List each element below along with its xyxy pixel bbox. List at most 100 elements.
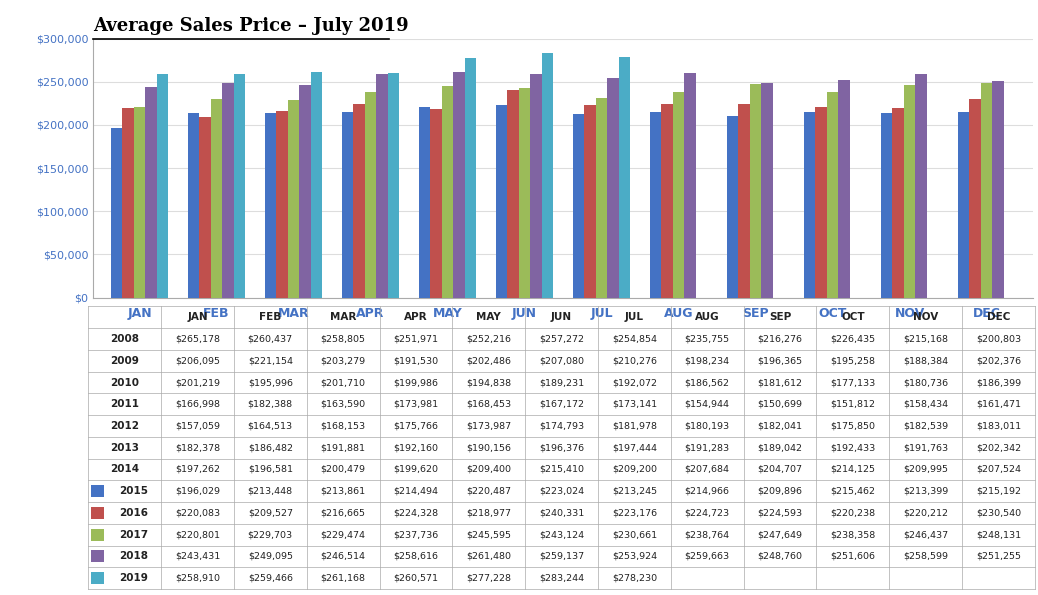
Text: $245,595: $245,595 [466,530,512,539]
Text: 2011: 2011 [110,399,139,409]
Text: $253,924: $253,924 [611,552,657,561]
Text: $220,212: $220,212 [903,509,948,518]
Text: $209,200: $209,200 [611,465,657,474]
Text: $215,192: $215,192 [976,487,1021,496]
Bar [454,72,465,298]
Text: $186,562: $186,562 [685,378,730,387]
Bar [111,129,122,298]
Text: $216,665: $216,665 [321,509,365,518]
Text: $194,838: $194,838 [466,378,512,387]
Text: $215,168: $215,168 [903,334,948,343]
Text: $224,593: $224,593 [758,509,802,518]
Bar [157,74,168,298]
Text: $189,042: $189,042 [758,443,802,452]
Text: $197,444: $197,444 [611,443,657,452]
Text: $203,279: $203,279 [321,356,365,365]
Text: $196,376: $196,376 [539,443,584,452]
Text: $207,080: $207,080 [539,356,584,365]
Text: $224,328: $224,328 [393,509,438,518]
Bar [738,104,749,298]
Text: FEB: FEB [260,312,281,322]
Text: $213,399: $213,399 [903,487,949,496]
Text: $213,245: $213,245 [611,487,657,496]
Text: $220,083: $220,083 [174,509,220,518]
Text: $200,479: $200,479 [321,465,365,474]
Text: $198,234: $198,234 [685,356,730,365]
Text: AUG: AUG [694,312,719,322]
Text: $200,803: $200,803 [976,334,1021,343]
Bar [542,53,553,298]
Text: JUL: JUL [625,312,644,322]
Bar [661,104,673,298]
Text: $196,365: $196,365 [758,356,802,365]
Bar [311,72,323,298]
Text: $167,172: $167,172 [539,400,584,409]
Text: $195,996: $195,996 [248,378,293,387]
Text: $258,616: $258,616 [393,552,438,561]
Bar [145,87,157,298]
Text: NOV: NOV [913,312,938,322]
Text: $166,998: $166,998 [175,400,220,409]
Text: $209,896: $209,896 [758,487,802,496]
Text: $202,342: $202,342 [976,443,1021,452]
Text: $181,612: $181,612 [758,378,802,387]
Text: $186,482: $186,482 [248,443,293,452]
Text: Average Sales Price – July 2019: Average Sales Price – July 2019 [93,17,409,35]
Bar [981,83,992,298]
Bar [839,80,850,298]
Text: $209,400: $209,400 [466,465,512,474]
Text: $210,276: $210,276 [611,356,657,365]
Text: $180,193: $180,193 [685,421,730,431]
Text: $214,966: $214,966 [685,487,730,496]
Text: $201,219: $201,219 [175,378,220,387]
Text: $202,486: $202,486 [466,356,512,365]
Text: $161,471: $161,471 [976,400,1021,409]
Text: $277,228: $277,228 [466,574,512,583]
Bar [673,92,684,298]
Text: SEP: SEP [769,312,791,322]
Text: $163,590: $163,590 [321,400,365,409]
Text: 2018: 2018 [119,552,147,562]
Text: $248,131: $248,131 [976,530,1021,539]
Text: 2012: 2012 [110,421,139,431]
Text: $168,453: $168,453 [466,400,512,409]
Text: $182,539: $182,539 [903,421,949,431]
Bar [377,74,388,298]
Text: $201,710: $201,710 [321,378,365,387]
Text: $196,581: $196,581 [248,465,293,474]
Text: 2016: 2016 [119,508,147,518]
Bar [749,84,762,298]
Text: $218,977: $218,977 [466,509,512,518]
Bar [418,107,431,298]
Text: $257,272: $257,272 [539,334,584,343]
Text: $261,168: $261,168 [321,574,365,583]
Bar [573,114,584,298]
Text: $237,736: $237,736 [393,530,438,539]
Text: $221,154: $221,154 [248,356,293,365]
Text: $251,255: $251,255 [976,552,1021,561]
Text: $261,480: $261,480 [466,552,512,561]
Text: $238,358: $238,358 [830,530,875,539]
Text: $177,133: $177,133 [830,378,875,387]
Bar [827,92,839,298]
Text: $173,987: $173,987 [466,421,512,431]
Text: $183,011: $183,011 [976,421,1021,431]
Text: $186,399: $186,399 [976,378,1021,387]
Text: $191,881: $191,881 [321,443,365,452]
Bar [288,99,299,298]
Text: $174,793: $174,793 [539,421,584,431]
Text: $247,649: $247,649 [758,530,802,539]
Text: $243,124: $243,124 [539,530,584,539]
Bar [650,112,661,298]
Text: $223,176: $223,176 [611,509,657,518]
Bar [762,83,773,298]
Text: $199,620: $199,620 [393,465,438,474]
Text: $190,156: $190,156 [466,443,512,452]
Text: $224,723: $224,723 [685,509,730,518]
Bar [969,99,981,298]
Text: $164,513: $164,513 [248,421,293,431]
Bar [353,104,364,298]
Bar [211,99,222,298]
Text: $196,029: $196,029 [175,487,220,496]
Text: $214,125: $214,125 [830,465,875,474]
